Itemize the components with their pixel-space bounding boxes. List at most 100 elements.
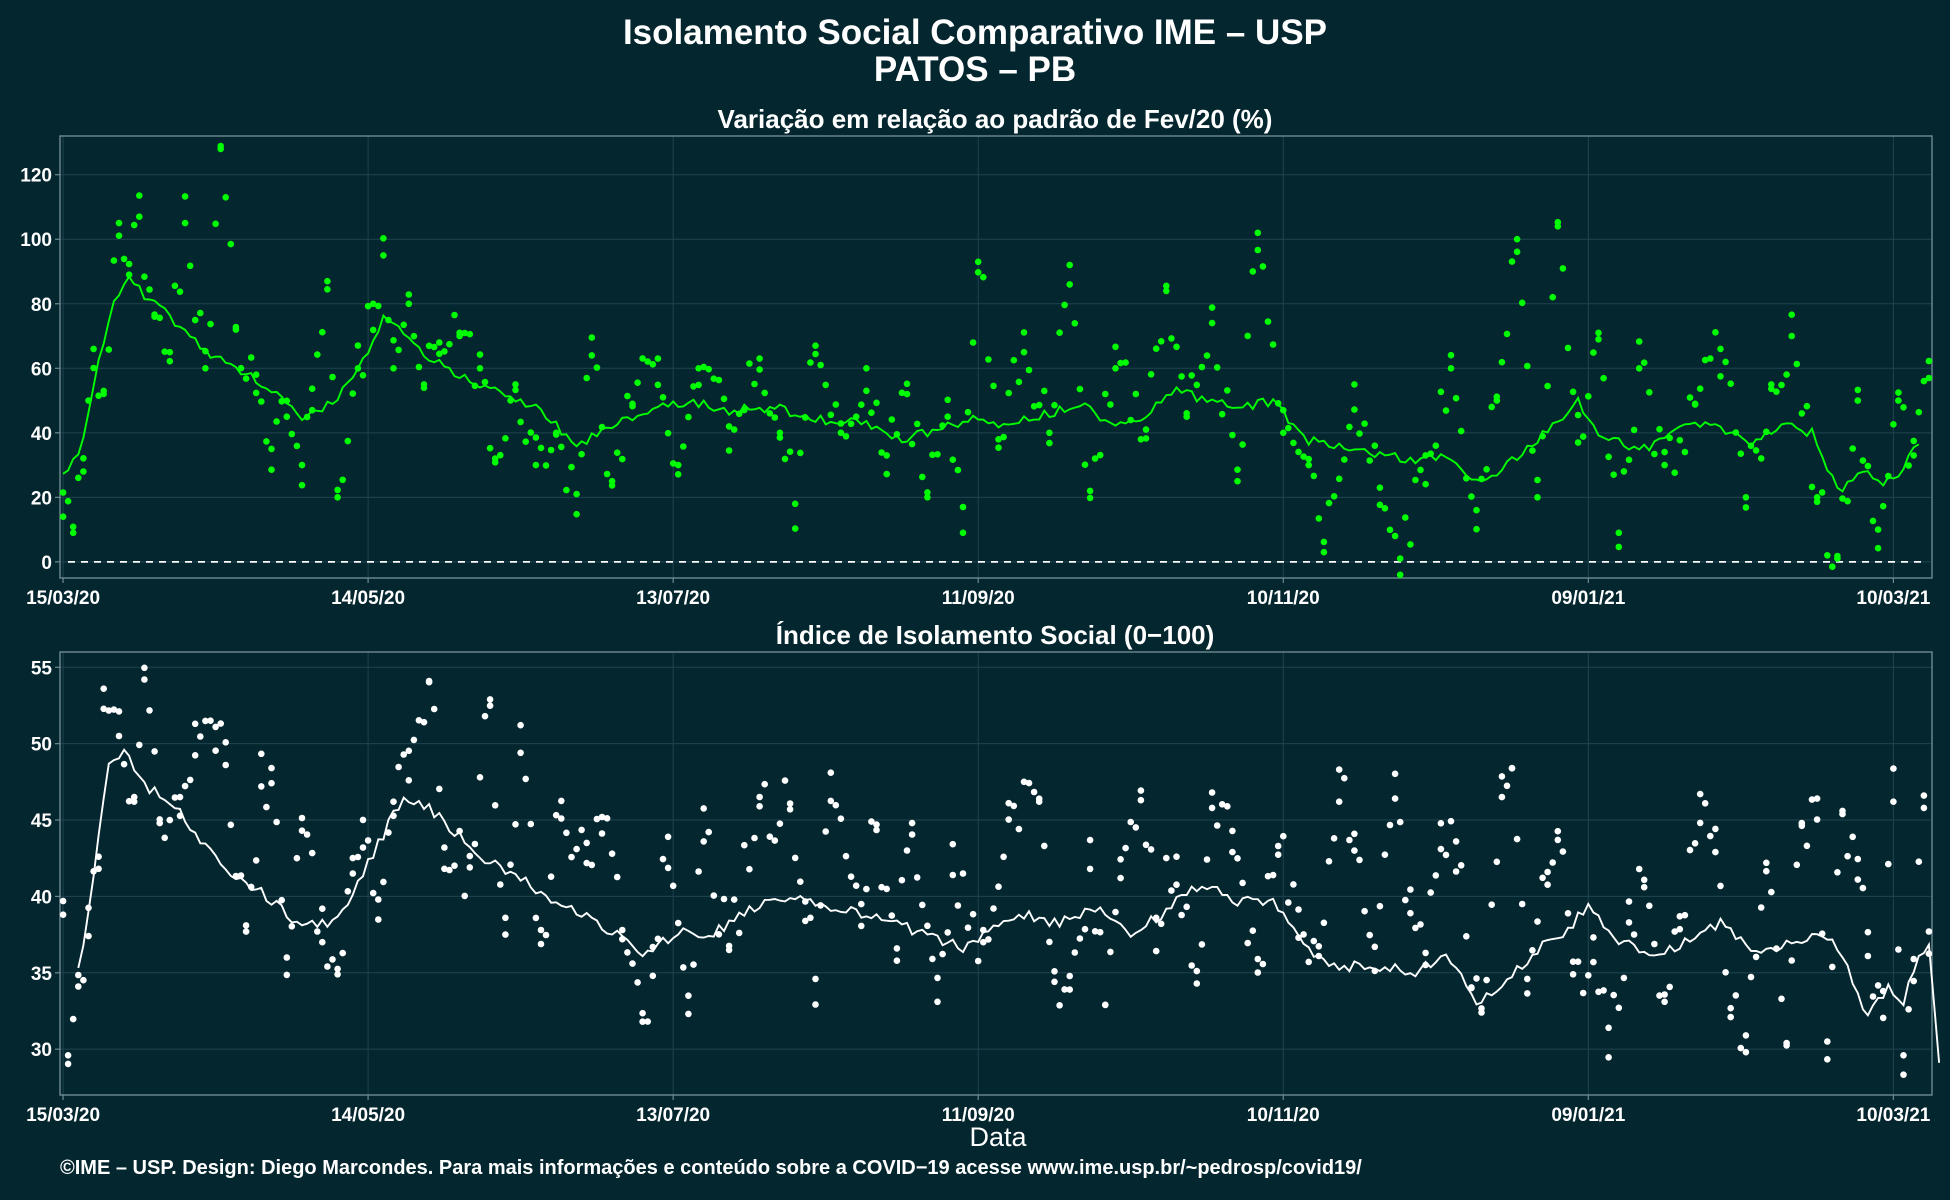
data-point xyxy=(786,806,794,813)
data-point xyxy=(583,839,590,847)
data-point xyxy=(1442,851,1450,859)
data-point xyxy=(191,720,199,728)
data-point xyxy=(380,252,387,259)
data-point xyxy=(1178,373,1185,380)
data-point xyxy=(588,334,596,341)
data-point xyxy=(186,776,194,784)
data-point xyxy=(1051,401,1058,409)
y-tick-label: 50 xyxy=(31,735,52,756)
data-point xyxy=(1086,836,1094,844)
data-point xyxy=(776,820,784,827)
chart-title: Isolamento Social Comparativo IME – USP xyxy=(622,13,1328,52)
data-point xyxy=(1188,962,1195,969)
data-point xyxy=(1905,1006,1912,1013)
data-point xyxy=(466,864,474,871)
data-point xyxy=(1717,373,1724,380)
data-point xyxy=(974,258,982,266)
data-point xyxy=(1813,494,1821,501)
data-point xyxy=(1096,451,1104,459)
data-point xyxy=(425,342,433,350)
data-point xyxy=(598,813,606,821)
data-point xyxy=(817,361,824,369)
data-point xyxy=(1574,411,1582,419)
data-point xyxy=(1112,908,1119,916)
data-point xyxy=(1213,822,1221,829)
data-point xyxy=(1320,919,1328,927)
data-point xyxy=(1890,798,1897,805)
data-point xyxy=(771,414,779,421)
data-point xyxy=(268,764,275,772)
data-point xyxy=(136,192,143,199)
y-tick-label: 0 xyxy=(41,553,52,574)
data-point xyxy=(1412,476,1419,484)
data-point xyxy=(1864,462,1872,470)
data-point xyxy=(1356,430,1363,437)
data-point xyxy=(1646,389,1653,396)
data-point xyxy=(1035,798,1043,805)
data-point xyxy=(1198,941,1206,948)
data-point xyxy=(1869,993,1877,1000)
data-point xyxy=(1920,377,1928,385)
data-point xyxy=(436,339,443,346)
data-point xyxy=(517,749,524,757)
data-point xyxy=(954,902,962,909)
data-point xyxy=(349,854,357,862)
x-tick-label: 15/03/20 xyxy=(26,588,100,609)
data-point xyxy=(613,449,621,457)
data-point xyxy=(491,455,499,462)
data-point xyxy=(1518,900,1526,908)
data-point xyxy=(1107,401,1114,408)
data-point xyxy=(1656,992,1663,999)
y-tick-label: 80 xyxy=(31,295,52,316)
data-point xyxy=(1824,1038,1831,1045)
data-point xyxy=(619,455,626,463)
data-point xyxy=(725,423,733,430)
data-point xyxy=(959,870,967,877)
data-point xyxy=(339,476,347,484)
data-point xyxy=(1208,304,1216,311)
data-point xyxy=(293,854,301,862)
data-point xyxy=(1712,825,1719,833)
data-point xyxy=(1493,858,1501,866)
data-point xyxy=(746,360,753,367)
data-point xyxy=(1010,356,1018,364)
data-point xyxy=(1701,356,1709,364)
data-point xyxy=(1061,301,1068,309)
data-point xyxy=(1249,927,1257,934)
data-point xyxy=(583,859,590,867)
data-point xyxy=(1422,480,1429,488)
data-point xyxy=(1122,844,1129,852)
x-tick-label: 14/05/20 xyxy=(331,1105,405,1126)
data-point xyxy=(1020,778,1028,786)
data-point xyxy=(791,525,799,532)
data-point xyxy=(761,389,768,397)
data-point xyxy=(593,364,601,371)
data-point xyxy=(1315,943,1323,950)
data-point xyxy=(1005,389,1012,397)
data-point xyxy=(527,820,535,828)
data-point xyxy=(1635,338,1643,345)
data-point xyxy=(1351,406,1358,413)
y-tick-label: 40 xyxy=(31,887,52,908)
data-point xyxy=(308,849,316,857)
data-point xyxy=(1346,423,1353,431)
data-point xyxy=(64,1060,72,1068)
data-point xyxy=(685,1010,692,1018)
data-point xyxy=(1366,931,1373,939)
data-point xyxy=(741,841,748,849)
data-point xyxy=(700,805,707,812)
data-point xyxy=(1015,825,1023,833)
data-point xyxy=(242,922,250,929)
data-point xyxy=(451,862,458,869)
data-point xyxy=(1839,807,1846,815)
data-point xyxy=(1915,858,1923,865)
data-point xyxy=(497,451,504,459)
data-point xyxy=(1137,787,1145,794)
data-point xyxy=(375,896,382,903)
data-point xyxy=(1508,258,1516,265)
data-point xyxy=(268,445,275,453)
data-point xyxy=(1163,282,1170,290)
data-point xyxy=(1600,374,1607,382)
data-point xyxy=(90,345,97,353)
data-point xyxy=(1285,899,1292,906)
